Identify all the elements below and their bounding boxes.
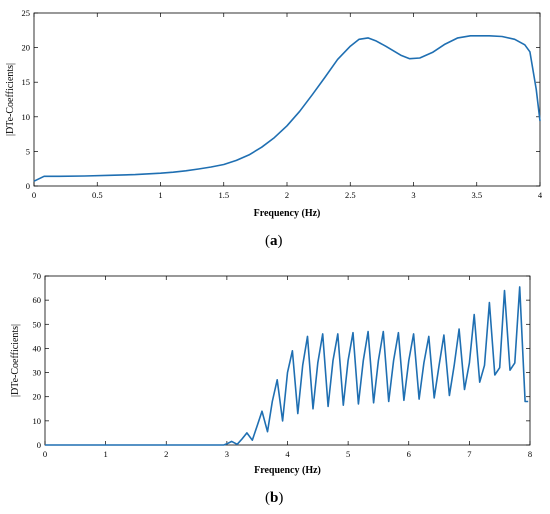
y-tick-label-b: 10	[33, 416, 42, 426]
x-axis-label-a: Frequency (Hz)	[254, 208, 321, 219]
y-tick-label-b: 0	[37, 440, 41, 450]
x-axis-label-b: Frequency (Hz)	[254, 465, 321, 476]
y-axis-label-a: |DTe-Coefficients|	[5, 63, 16, 136]
x-tick-label-b: 3	[225, 449, 229, 459]
y-tick-label-a: 25	[22, 8, 31, 18]
y-tick-label-b: 20	[33, 392, 42, 402]
x-tick-label-a: 4	[538, 190, 543, 200]
x-tick-label-b: 5	[346, 449, 350, 459]
x-tick-label-b: 2	[164, 449, 168, 459]
y-tick-label-b: 60	[33, 295, 42, 305]
chart-b: 0 1 2 3 4 5 6 7 8 0 10 20 30 40 50 60 70 Frequency (Hz) |D…	[10, 271, 532, 476]
caption-a-label: a	[270, 233, 278, 249]
x-tick-label-a: 0	[32, 190, 36, 200]
plot-frame-b	[44, 275, 531, 446]
y-tick-label-a: 10	[22, 112, 31, 122]
y-tick-label-a: 20	[22, 43, 31, 53]
plot-frame-a	[33, 12, 541, 187]
x-tick-label-a: 3.5	[471, 190, 482, 200]
x-tick-label-a: 3	[411, 190, 415, 200]
x-tick-label-b: 4	[285, 449, 290, 459]
caption-b: (b)	[265, 490, 284, 506]
y-tick-label-b: 30	[33, 368, 42, 378]
y-tick-label-a: 15	[22, 77, 31, 87]
x-tick-label-a: 1.5	[218, 190, 229, 200]
series-line-b	[45, 286, 529, 446]
x-tick-label-a: 2	[285, 190, 289, 200]
y-tick-label-a: 0	[26, 181, 30, 191]
x-tick-label-b: 1	[104, 449, 108, 459]
y-axis-label-b: |DTe-Coefficients|	[10, 324, 21, 397]
x-tick-label-b: 6	[407, 449, 411, 459]
y-tick-label-b: 50	[33, 319, 42, 329]
chart-a: 0 0.5 1 1.5 2 2.5 3 3.5 4 0 5 10 15 20 25 Frequency (Hz…	[5, 8, 543, 219]
series-line-a	[33, 34, 541, 182]
y-tick-label-b: 40	[33, 343, 42, 353]
caption-a: (a)	[265, 233, 283, 249]
caption-b-label: b	[270, 490, 279, 506]
y-tick-label-b: 70	[33, 271, 42, 281]
x-tick-label-b: 0	[43, 449, 47, 459]
x-tick-label-a: 1	[158, 190, 162, 200]
x-tick-label-a: 0.5	[92, 190, 103, 200]
x-tick-label-b: 7	[467, 449, 471, 459]
x-tick-label-a: 2.5	[345, 190, 356, 200]
y-tick-label-a: 5	[26, 146, 30, 156]
x-tick-label-b: 8	[528, 449, 532, 459]
